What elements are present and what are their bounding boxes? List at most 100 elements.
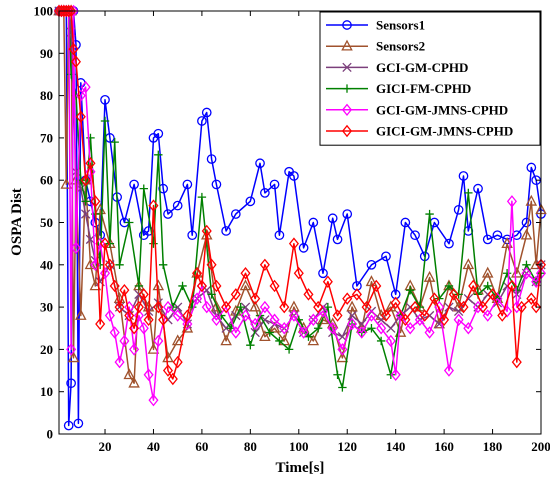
data-point-gci-gm-jmns-cphd-4 [376,322,387,335]
data-point-gici-fm-cphd-3 [197,192,207,202]
data-point-gici-fm-cphd-3 [284,345,294,354]
data-point-gici-gm-jmns-cphd-5 [119,283,130,297]
data-point-gci-gm-jmns-cphd-4 [385,334,396,348]
data-point-gci-gm-jmns-cphd-4 [104,309,115,322]
data-point-gici-gm-jmns-cphd-5 [361,300,372,314]
data-point-sensors1-0 [521,217,532,228]
data-point-gici-fm-cphd-3 [158,260,168,269]
data-point-gici-gm-jmns-cphd-5 [70,55,81,68]
data-point-gci-gm-jmns-cphd-4 [143,368,154,382]
data-point-sensors2-1 [210,300,223,312]
data-point-gici-gm-jmns-cphd-5 [477,300,488,314]
data-point-gci-gm-jmns-cphd-4 [192,292,203,305]
legend-marker-gici-gm-jmns-cphd-5 [341,124,353,138]
y-tick-label: 70 [40,130,53,145]
x-tick-label: 60 [195,439,208,454]
x-tick-label: 180 [483,439,503,454]
axis-ticks: 20 40 60 80 100 120 140 160 180 200 0 10 20 30 40 50 60 7… [34,4,550,455]
data-point-sensors1-0 [206,154,217,164]
data-point-gici-gm-jmns-cphd-5 [250,292,261,305]
data-point-gici-gm-jmns-cphd-5 [167,372,178,386]
data-point-sensors1-0 [410,230,420,241]
data-point-gici-gm-jmns-cphd-5 [259,258,270,272]
data-point-sensors2-1 [239,279,252,291]
legend-marker-sensors2-1 [341,39,353,51]
data-point-gici-gm-jmns-cphd-5 [201,224,212,238]
data-point-gci-gm-cphd-2 [386,323,396,333]
data-point-gci-gm-jmns-cphd-4 [182,317,193,331]
y-tick-label: 50 [40,215,53,230]
data-point-sensors1-0 [197,116,207,126]
data-point-gici-gm-jmns-cphd-5 [124,309,135,322]
data-point-gici-gm-jmns-cphd-5 [162,364,174,377]
data-point-gici-gm-jmns-cphd-5 [279,300,290,314]
data-point-sensors1-0 [66,378,76,389]
series-line-sensors1-0 [59,10,542,427]
data-point-sensors2-1 [60,177,73,189]
data-point-sensors1-0 [255,158,265,169]
x-tick-label: 100 [289,439,309,454]
data-point-sensors2-1 [162,351,174,363]
data-point-sensors2-1 [530,258,542,270]
data-point-gci-gm-jmns-cphd-4 [269,313,280,327]
data-point-sensors1-0 [400,217,411,228]
legend-label-sensors1-0: Sensors1 [376,18,425,33]
y-axis-label: OSPA Dist [9,188,25,256]
x-tick-label: 140 [386,439,406,454]
data-point-gci-gm-jmns-cphd-4 [70,241,81,255]
data-point-gici-gm-jmns-cphd-5 [172,355,183,369]
data-point-sensors2-1 [75,308,87,320]
data-point-gici-gm-jmns-cphd-5 [114,300,125,314]
data-point-gici-gm-jmns-cphd-5 [158,313,169,327]
data-point-sensors1-0 [158,183,169,194]
data-point-gici-fm-cphd-3 [338,383,347,392]
data-point-sensors2-1 [67,351,80,363]
data-point-gci-gm-jmns-cphd-4 [405,322,416,335]
legend-marker-gici-fm-cphd-3 [342,84,352,93]
data-point-gici-gm-jmns-cphd-5 [419,309,430,322]
data-point-gici-gm-jmns-cphd-5 [288,237,299,250]
data-point-gici-gm-jmns-cphd-5 [293,267,304,280]
data-point-sensors1-0 [163,209,173,219]
data-point-gici-fm-cphd-3 [483,281,492,291]
data-point-gici-gm-jmns-cphd-5 [303,288,314,301]
data-point-gici-fm-cphd-3 [81,197,90,206]
data-point-sensors2-1 [147,342,160,354]
data-point-gici-gm-jmns-cphd-5 [221,300,232,314]
data-point-sensors2-1 [317,313,329,325]
data-point-gici-fm-cphd-3 [367,324,376,333]
data-point-gici-fm-cphd-3 [376,336,386,346]
data-point-gci-gm-jmns-cphd-4 [298,326,309,339]
data-point-gci-gm-cphd-2 [376,315,386,325]
y-tick-label: 80 [40,88,53,103]
data-point-gci-gm-jmns-cphd-4 [99,267,111,280]
data-point-sensors2-1 [123,368,136,380]
series-gici-gm-jmns-cphd-5 [53,4,547,386]
data-point-sensors1-0 [73,418,84,429]
data-point-gici-fm-cphd-3 [275,336,284,346]
data-point-sensors1-0 [153,128,164,139]
data-point-gici-gm-jmns-cphd-5 [143,313,154,327]
data-point-gici-gm-jmns-cphd-5 [526,292,537,305]
data-point-gci-gm-jmns-cphd-4 [356,326,367,339]
data-point-sensors2-1 [307,334,320,346]
data-point-sensors2-1 [462,258,475,270]
legend: Sensors1 Sensors2 GCI-GM-CPHD GICI-FM-CPHD G… [319,11,541,146]
data-point-gci-gm-cphd-2 [260,315,270,325]
legend-label-sensors2-1: Sensors2 [376,39,425,54]
data-point-gci-gm-jmns-cphd-4 [153,334,164,348]
data-point-gici-gm-jmns-cphd-5 [342,292,353,305]
data-point-gici-gm-jmns-cphd-5 [75,110,86,123]
data-point-gci-gm-jmns-cphd-4 [288,309,299,322]
data-point-gci-gm-jmns-cphd-4 [133,309,144,322]
data-point-sensors2-1 [511,266,523,278]
data-point-sensors1-0 [260,188,270,198]
data-point-gci-gm-jmns-cphd-4 [521,267,532,280]
y-tick-label: 30 [40,300,53,315]
data-point-sensors2-1 [220,334,232,346]
data-point-sensors1-0 [482,234,493,245]
data-point-sensors1-0 [187,230,198,241]
data-point-gci-gm-jmns-cphd-4 [279,322,290,335]
data-point-gici-gm-jmns-cphd-5 [80,173,91,187]
data-point-sensors2-1 [365,275,378,287]
